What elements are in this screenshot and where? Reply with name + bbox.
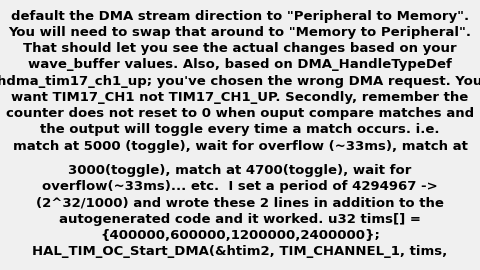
Text: HAL_TIM_OC_Start_DMA(&htim2, TIM_CHANNEL_1, tims,: HAL_TIM_OC_Start_DMA(&htim2, TIM_CHANNEL… xyxy=(32,245,448,258)
Text: overflow(~33ms)... etc.  I set a period of 4294967 ->: overflow(~33ms)... etc. I set a period o… xyxy=(42,180,438,193)
Text: {400000,600000,1200000,2400000};: {400000,600000,1200000,2400000}; xyxy=(100,229,380,242)
Text: (2^32/1000) and wrote these 2 lines in addition to the: (2^32/1000) and wrote these 2 lines in a… xyxy=(36,196,444,210)
Text: That should let you see the actual changes based on your: That should let you see the actual chang… xyxy=(23,42,457,55)
Text: 3000(toggle), match at 4700(toggle), wait for: 3000(toggle), match at 4700(toggle), wai… xyxy=(68,164,412,177)
Text: wave_buffer values. Also, based on DMA_HandleTypeDef: wave_buffer values. Also, based on DMA_H… xyxy=(28,58,452,72)
Text: counter does not reset to 0 when ouput compare matches and: counter does not reset to 0 when ouput c… xyxy=(6,107,474,120)
Text: You will need to swap that around to "Memory to Peripheral".: You will need to swap that around to "Me… xyxy=(9,26,471,39)
Text: default the DMA stream direction to "Peripheral to Memory".: default the DMA stream direction to "Per… xyxy=(11,10,469,23)
Text: match at 5000 (toggle), wait for overflow (~33ms), match at: match at 5000 (toggle), wait for overflo… xyxy=(12,140,468,153)
Text: want TIM17_CH1 not TIM17_CH1_UP. Secondly, remember the: want TIM17_CH1 not TIM17_CH1_UP. Secondl… xyxy=(12,91,468,104)
Text: the output will toggle every time a match occurs. i.e.: the output will toggle every time a matc… xyxy=(40,123,440,136)
Text: hdma_tim17_ch1_up; you've chosen the wrong DMA request. You: hdma_tim17_ch1_up; you've chosen the wro… xyxy=(0,75,480,88)
Text: autogenerated code and it worked. u32 tims[] =: autogenerated code and it worked. u32 ti… xyxy=(59,213,421,226)
